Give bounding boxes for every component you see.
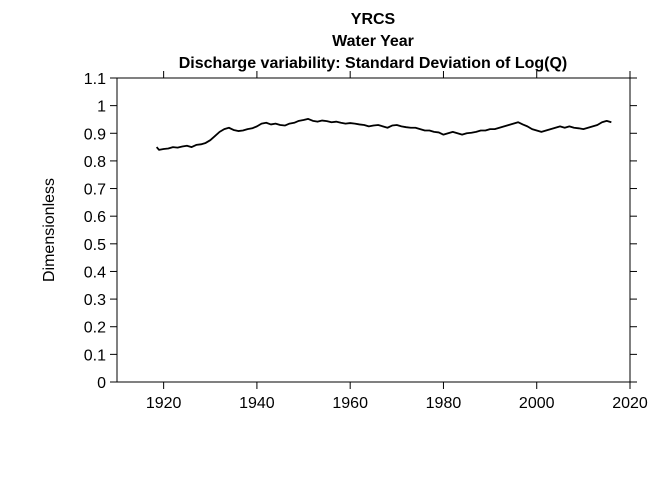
y-tick-label: 0.2 — [84, 320, 106, 337]
x-tick-label: 2020 — [612, 395, 648, 412]
x-tick-label: 1920 — [146, 395, 182, 412]
x-tick-label: 1940 — [239, 395, 275, 412]
y-tick-label: 0.9 — [84, 126, 106, 143]
x-tick-label: 2000 — [519, 395, 555, 412]
y-tick-label: 0.1 — [84, 347, 106, 364]
series-group — [155, 118, 612, 151]
x-tick-label: 1980 — [426, 395, 462, 412]
plot-frame — [116, 77, 631, 383]
y-tick-label: 0.5 — [84, 237, 106, 254]
x-tick-label: 1960 — [332, 395, 368, 412]
y-tick-label: 0.8 — [84, 154, 106, 171]
y-tick-label: 0.3 — [84, 292, 106, 309]
chart-title-line-1: YRCS — [351, 11, 396, 28]
y-tick-label: 1.1 — [84, 71, 106, 88]
y-axis-label: Dimensionless — [41, 178, 58, 282]
x-axis: 1920 1940 1960 1980 2000 2020 — [146, 71, 648, 412]
y-tick-label: 0.4 — [84, 264, 106, 281]
y-tick-label: 0.6 — [84, 209, 106, 226]
chart-titles: YRCS Water Year Discharge variability: S… — [179, 11, 568, 72]
y-axis: 0 0.1 0.2 0.3 0.4 0.5 0.6 0.7 0.8 0.9 1 1.1 — [84, 71, 637, 392]
chart-title-line-3: Discharge variability: Standard Deviatio… — [179, 55, 568, 72]
chart-title-line-2: Water Year — [332, 33, 414, 50]
y-tick-label: 0.7 — [84, 182, 106, 199]
series-line — [155, 118, 612, 151]
y-tick-label: 1 — [97, 99, 106, 116]
y-tick-label: 0 — [97, 375, 106, 392]
